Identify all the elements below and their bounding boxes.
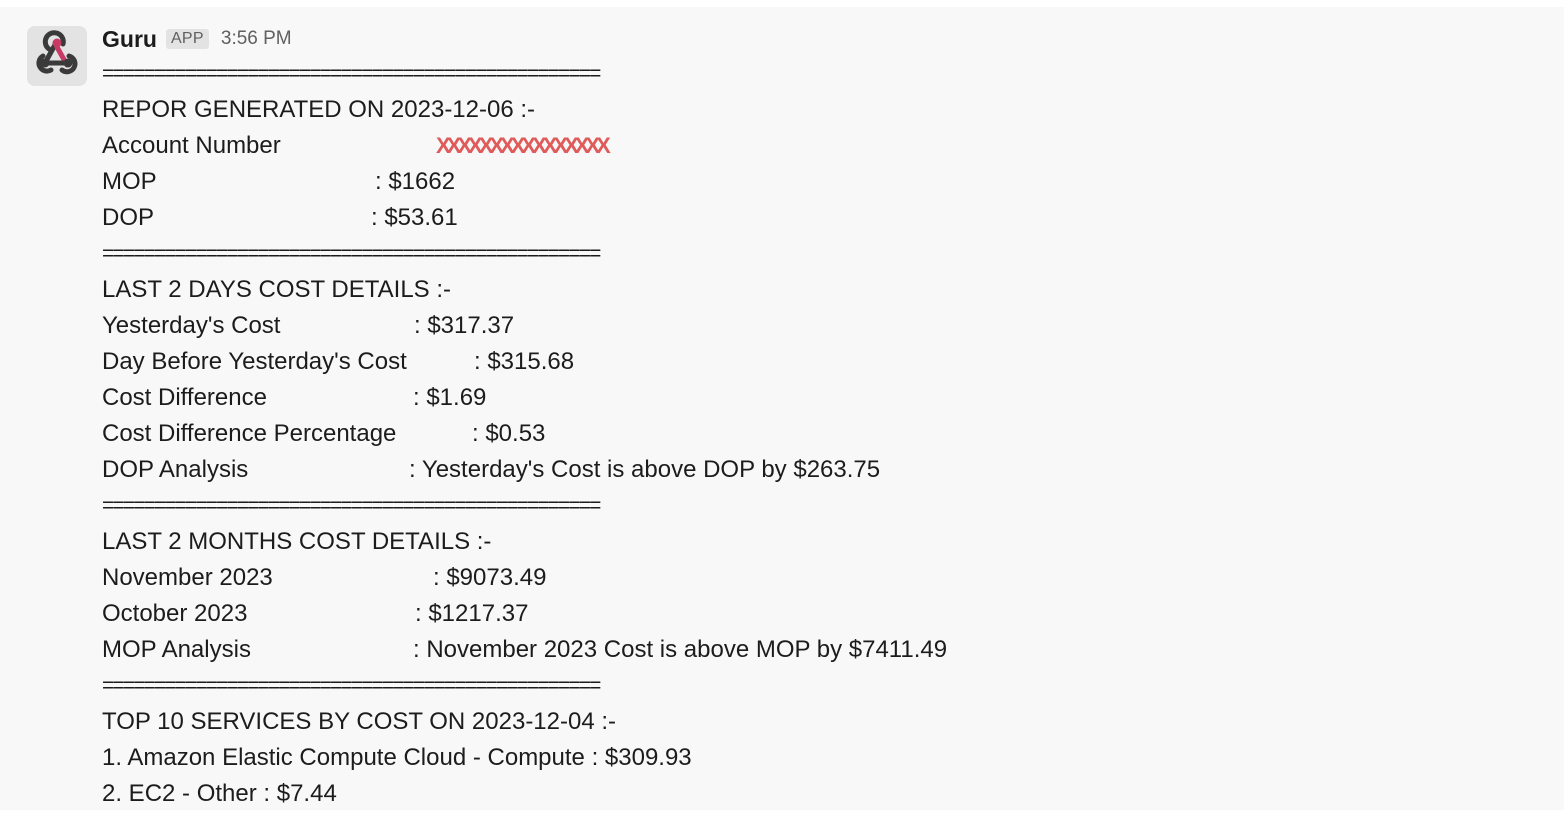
message-header: Guru APP 3:56 PM [102, 24, 292, 54]
november-cost-row: November 2023 : $9073.49 [102, 560, 692, 596]
november-cost-label: November 2023 [102, 564, 273, 591]
message-item: Guru APP 3:56 PM =======================… [0, 7, 1564, 810]
dop-analysis-label: DOP Analysis [102, 456, 249, 483]
separator-line: ========================================… [102, 494, 601, 517]
avatar[interactable] [27, 26, 87, 86]
mop-analysis-value: : November 2023 Cost is above MOP by $74… [413, 636, 948, 663]
days-section-title: LAST 2 DAYS COST DETAILS :- [102, 276, 451, 303]
separator-line: ========================================… [102, 242, 601, 265]
dop-label: DOP [102, 204, 155, 231]
cost-difference-percentage-row: Cost Difference Percentage : $0.53 [102, 416, 692, 452]
sender-name[interactable]: Guru [102, 25, 157, 52]
cost-difference-row: Cost Difference : $1.69 [102, 380, 692, 416]
day-before-cost-value: : $315.68 [474, 348, 575, 375]
day-before-cost-label: Day Before Yesterday's Cost [102, 348, 407, 375]
cost-difference-label: Cost Difference [102, 384, 267, 411]
dop-analysis-value: : Yesterday's Cost is above DOP by $263.… [409, 456, 881, 483]
separator-line: ========================================… [102, 674, 601, 697]
day-before-cost-row: Day Before Yesterday's Cost : $315.68 [102, 344, 692, 380]
dop-analysis-row: DOP Analysis : Yesterday's Cost is above… [102, 452, 880, 488]
app-badge: APP [165, 29, 209, 49]
mop-label: MOP [102, 168, 157, 195]
service-list-item: 1. Amazon Elastic Compute Cloud - Comput… [102, 744, 692, 771]
november-cost-value: : $9073.49 [433, 564, 547, 591]
yesterday-cost-label: Yesterday's Cost [102, 312, 281, 339]
account-number-label: Account Number [102, 132, 281, 159]
message-body: ========================================… [102, 56, 947, 812]
cost-difference-value: : $1.69 [413, 384, 487, 411]
account-number-row: Account Number XXXXXXXXXXXXXXXX [102, 128, 692, 164]
october-cost-row: October 2023 : $1217.37 [102, 596, 692, 632]
separator-line: ========================================… [102, 62, 601, 85]
service-list-item: 2. EC2 - Other : $7.44 [102, 780, 337, 807]
top-services-title: TOP 10 SERVICES BY COST ON 2023-12-04 :- [102, 708, 617, 735]
report-title: REPOR GENERATED ON 2023-12-06 :- [102, 96, 536, 123]
redacted-account-number: XXXXXXXXXXXXXXXX [436, 136, 611, 156]
mop-value: : $1662 [375, 168, 456, 195]
mop-analysis-label: MOP Analysis [102, 636, 251, 663]
cost-difference-percentage-label: Cost Difference Percentage [102, 420, 397, 447]
yesterday-cost-row: Yesterday's Cost : $317.37 [102, 308, 692, 344]
dop-row: DOP : $53.61 [102, 200, 692, 236]
october-cost-value: : $1217.37 [415, 600, 529, 627]
mop-analysis-row: MOP Analysis : November 2023 Cost is abo… [102, 632, 947, 668]
webhook-icon [27, 26, 87, 86]
dop-value: : $53.61 [371, 204, 458, 231]
mop-row: MOP : $1662 [102, 164, 692, 200]
timestamp[interactable]: 3:56 PM [220, 28, 292, 49]
months-section-title: LAST 2 MONTHS COST DETAILS :- [102, 528, 492, 555]
yesterday-cost-value: : $317.37 [414, 312, 515, 339]
cost-difference-percentage-value: : $0.53 [472, 420, 546, 447]
october-cost-label: October 2023 [102, 600, 248, 627]
